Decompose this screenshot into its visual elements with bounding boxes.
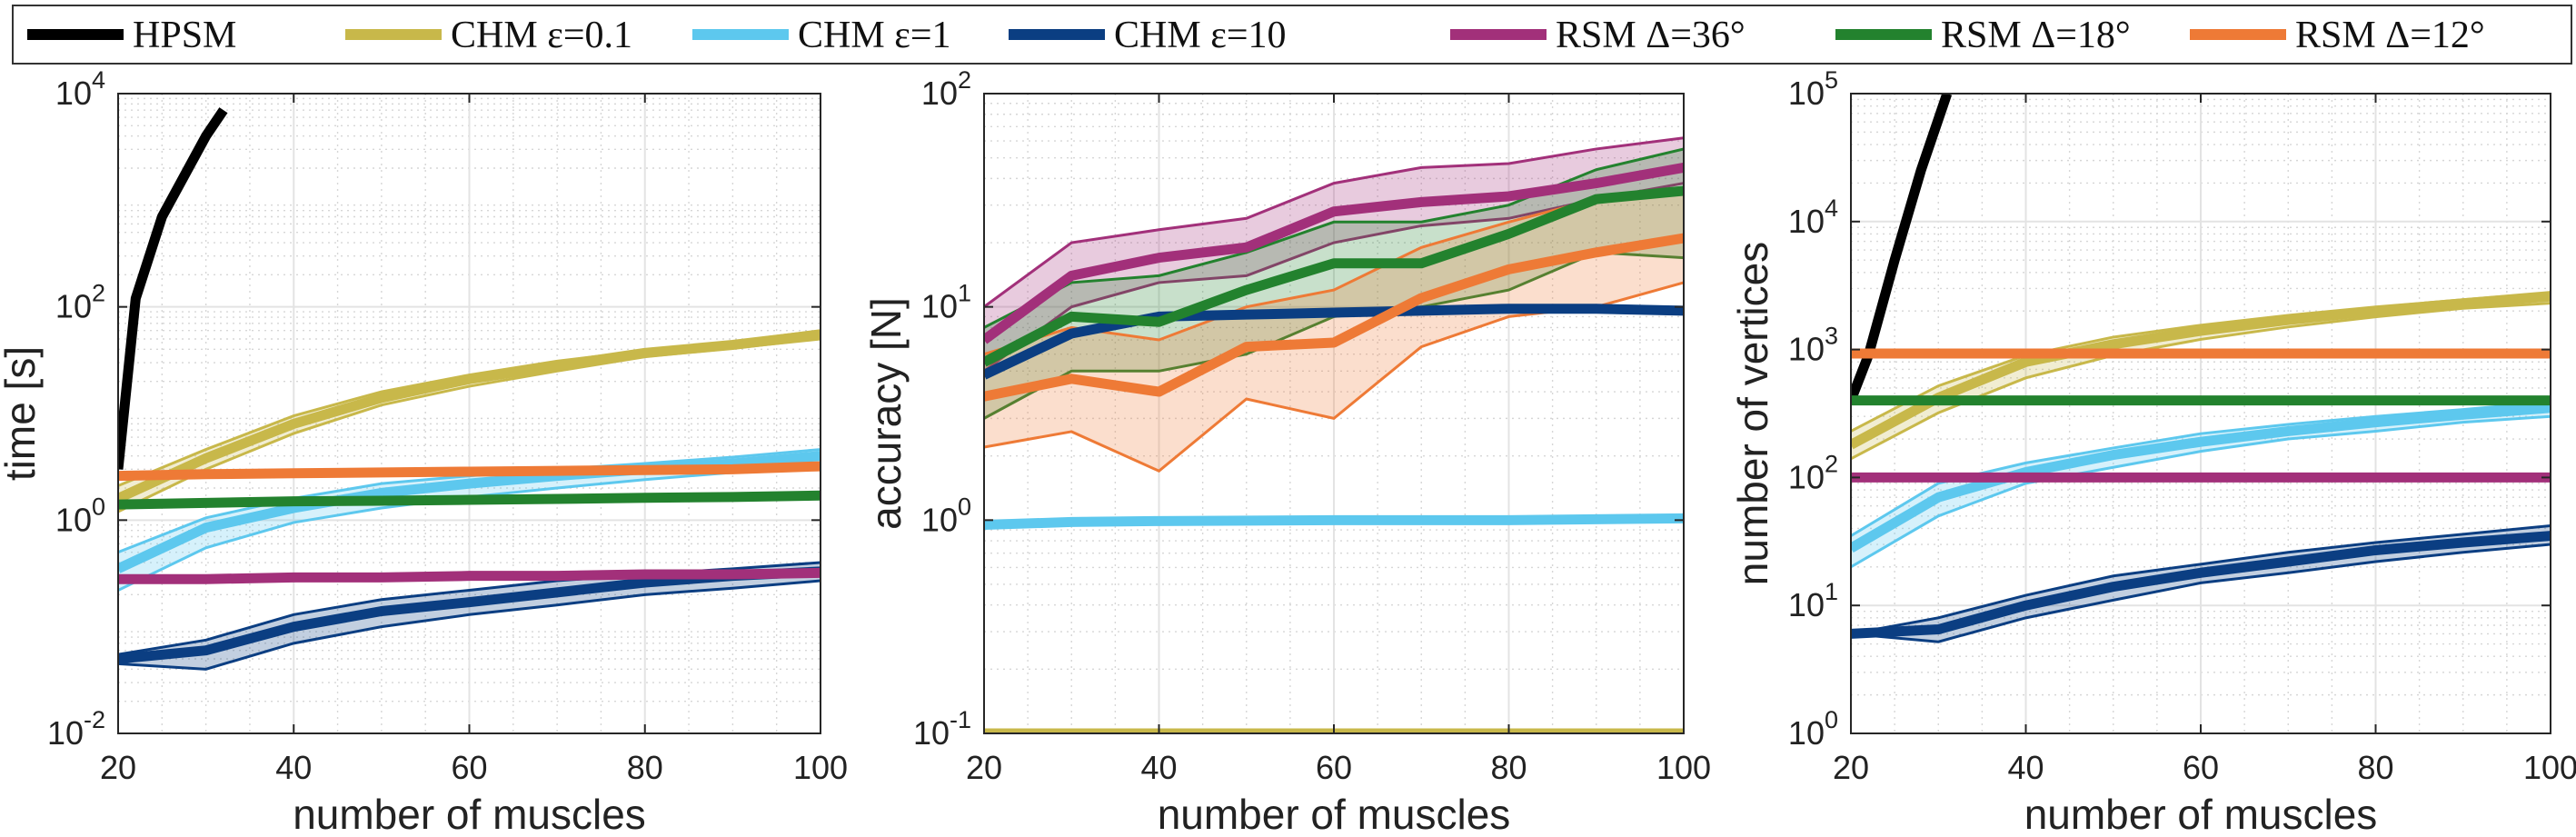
chart-panel-vertices: 20 40 60 80 100 100 101 102 103 104 105 number of m… [1729,66,2576,837]
chart-1-x-tick-label: 20 [966,749,1002,786]
chart-1-y-tick-label: 102 [921,66,971,112]
chart-0-x-tick-label: 60 [451,749,487,786]
chart-panel-accuracy: 20 40 60 80 100 10-1 100 101 102 number of muscle… [862,66,1711,837]
chart-panel-time: 20 40 60 80 100 10-2 100 102 104 number of muscle… [0,66,848,837]
chart-2-y-tick-label: 100 [1788,706,1838,752]
chart-2-band-lower-chm-eps-1 [1851,414,2551,569]
legend-label-chm-10: CHM ε=10 [1114,15,1287,56]
chart-1-x-axis-label: number of muscles [1158,791,1511,837]
chart-2-series-chm-eps-0-1 [1851,291,2551,450]
chart-0-series-rsm-delta-12 [118,461,821,482]
chart-2-series-chm-eps-10 [1851,531,2551,639]
chart-2-x-tick-label: 80 [2357,749,2393,786]
chart-2-y-tick-label: 103 [1788,323,1838,368]
chart-2-y-axis-label: number of vertices [1729,242,1776,585]
chart-2-band-lower-chm-eps-10 [1851,543,2551,643]
chart-1-x-tick-label: 40 [1140,749,1177,786]
chart-0-data [118,107,821,671]
chart-2-band-upper-chm-eps-10 [1851,523,2551,635]
chart-0-band-lower-chm-eps-10 [118,579,821,671]
chart-0-y-tick-label: 10-2 [47,706,105,752]
legend-label-chm-1: CHM ε=1 [798,15,951,56]
legend-label-rsm-36: RSM Δ=36° [1556,15,1746,56]
chart-1-band-upper-rsm-delta-36 [984,136,1684,308]
chart-1-x-tick-label: 100 [1656,749,1711,786]
chart-1-series-chm-eps-10 [984,304,1684,380]
chart-1-x-tick-label: 60 [1316,749,1352,786]
chart-2-series-chm-eps-1 [1851,403,2551,553]
chart-0-series-rsm-delta-18 [118,490,821,510]
legend-entry-rsm-12: RSM Δ=12° [2190,15,2485,56]
legend-entry-rsm-36: RSM Δ=36° [1450,15,1746,56]
legend-label-rsm-12: RSM Δ=12° [2295,15,2485,56]
legend-entry-chm-01: CHM ε=0.1 [345,15,632,56]
chart-1-series-chm-eps-1 [984,513,1684,531]
chart-1-series-rsm-delta-12 [984,233,1684,402]
legend-entry-chm-1: CHM ε=1 [692,15,951,56]
legend-label-hpsm: HPSM [133,15,236,56]
chart-2-x-tick-label: 60 [2183,749,2219,786]
chart-2-y-tick-label: 105 [1788,66,1838,112]
chart-2-y-tick-label: 101 [1788,578,1838,623]
chart-0-series-chm-eps-0-1 [118,329,821,503]
chart-0-y-axis-label: time [s] [0,346,44,481]
chart-2-x-tick-label: 40 [2007,749,2044,786]
chart-1-band-rsm-delta-12 [984,188,1684,472]
chart-2-y-tick-label: 104 [1788,194,1838,240]
chart-0-x-tick-label: 80 [627,749,663,786]
chart-1-y-tick-label: 10-1 [913,706,971,752]
legend-entry-hpsm: HPSM [27,15,236,56]
legend-label-chm-01: CHM ε=0.1 [451,15,632,56]
chart-1-data [984,136,1684,733]
chart-2-data [1851,94,2551,643]
chart-0-x-tick-label: 20 [100,749,136,786]
chart-0-y-tick-label: 104 [55,66,105,112]
chart-1-x-tick-label: 80 [1490,749,1527,786]
chart-2-x-tick-label: 20 [1833,749,1869,786]
chart-0-series-rsm-delta-36 [118,567,821,584]
legend-entry-chm-10: CHM ε=10 [1009,15,1287,56]
chart-1-y-tick-label: 100 [921,493,971,538]
chart-1-series-rsm-delta-36 [984,162,1684,344]
chart-1-series-rsm-delta-18 [984,185,1684,367]
chart-2-x-axis-label: number of muscles [2024,791,2378,837]
chart-0-x-tick-label: 100 [793,749,848,786]
chart-1-y-tick-label: 101 [921,280,971,325]
chart-0-y-tick-label: 102 [55,280,105,325]
chart-1-band-rsm-delta-18 [984,148,1684,419]
legend-entry-rsm-18: RSM Δ=18° [1835,15,2131,56]
chart-1-band-upper-rsm-delta-18 [984,147,1684,329]
chart-0-y-tick-label: 100 [55,493,105,538]
chart-0-x-tick-label: 40 [275,749,312,786]
chart-0-x-axis-label: number of muscles [293,791,646,837]
legend: HPSM CHM ε=0.1 CHM ε=1 CHM ε=10 RSM Δ=36… [12,5,2572,65]
chart-1-y-axis-label: accuracy [N] [862,297,910,530]
chart-2-y-tick-label: 102 [1788,450,1838,495]
legend-label-rsm-18: RSM Δ=18° [1941,15,2131,56]
chart-2-series-hpsm [1851,94,1953,403]
chart-2-x-tick-label: 100 [2523,749,2576,786]
chart-0-series-hpsm [118,107,228,470]
